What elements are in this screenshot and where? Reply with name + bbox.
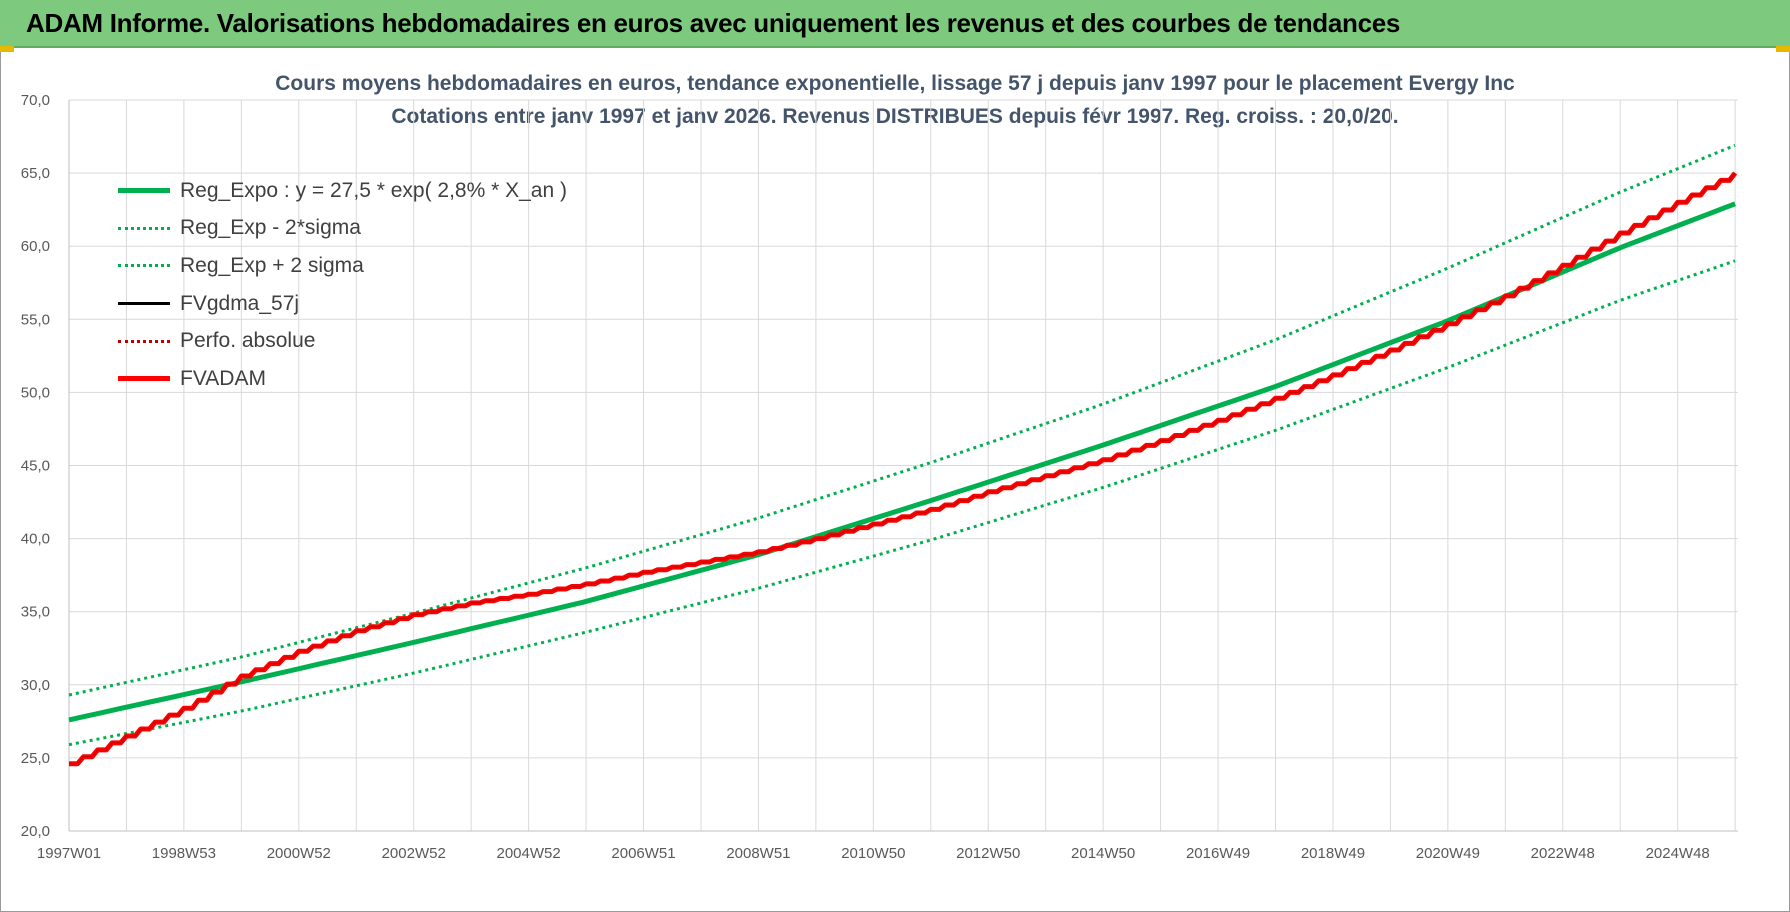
x-tick-label: 2008W51: [726, 845, 790, 862]
series-line: [68, 259, 1736, 747]
y-tick-label: 70,0: [21, 92, 50, 109]
y-tick-label: 40,0: [21, 531, 50, 548]
y-tick-label: 30,0: [21, 677, 50, 694]
legend-label: FVgdma_57j: [180, 291, 300, 315]
page-title: ADAM Informe. Valorisations hebdomadaire…: [26, 8, 1401, 38]
x-tick-label: 2004W52: [497, 845, 561, 862]
header-banner: ADAM Informe. Valorisations hebdomadaire…: [0, 0, 1790, 48]
y-tick-label: 50,0: [21, 384, 50, 401]
legend-swatch: [118, 376, 170, 382]
legend-swatch: [118, 302, 170, 306]
x-tick-label: 2014W50: [1071, 845, 1135, 862]
x-tick-label: 2002W52: [382, 845, 446, 862]
x-tick-label: 2012W50: [956, 845, 1020, 862]
legend-swatch: [118, 226, 170, 230]
x-tick-label: 1998W53: [152, 845, 216, 862]
corner-marker-right: [1776, 46, 1790, 52]
legend-label: FVADAM: [180, 366, 266, 390]
legend-item: FVADAM: [118, 360, 567, 398]
y-tick-label: 60,0: [21, 238, 50, 255]
legend-item: FVgdma_57j: [118, 285, 567, 323]
x-tick-label: 2018W49: [1301, 845, 1365, 862]
chart-title: Cours moyens hebdomadaires en euros, ten…: [275, 72, 1515, 95]
series-line: [68, 143, 1736, 697]
legend-label: Reg_Expo : y = 27,5 * exp( 2,8% * X_an ): [180, 178, 567, 202]
legend-item: Reg_Exp - 2*sigma: [118, 210, 567, 248]
legend-item: Reg_Exp + 2 sigma: [118, 247, 567, 285]
x-tick-label: 2006W51: [611, 845, 675, 862]
legend-label: Perfo. absolue: [180, 329, 316, 353]
y-tick-label: 35,0: [21, 604, 50, 621]
x-tick-label: 2020W49: [1416, 845, 1480, 862]
x-tick-label: 2024W48: [1646, 845, 1710, 862]
legend-item: Perfo. absolue: [118, 322, 567, 360]
legend-swatch: [118, 188, 170, 194]
y-tick-label: 55,0: [21, 311, 50, 328]
y-tick-label: 25,0: [21, 750, 50, 767]
series-line-edge: [69, 172, 1736, 765]
corner-marker-left: [0, 46, 14, 52]
legend-swatch: [118, 264, 170, 268]
x-tick-label: 2022W48: [1531, 845, 1595, 862]
y-tick-label: 20,0: [21, 823, 50, 840]
series-line: [68, 201, 1736, 723]
y-tick-label: 65,0: [21, 165, 50, 182]
x-tick-label: 2016W49: [1186, 845, 1250, 862]
legend-swatch: [118, 339, 170, 343]
x-tick-label: 1997W01: [37, 845, 101, 862]
y-tick-label: 45,0: [21, 458, 50, 475]
x-tick-label: 2000W52: [267, 845, 331, 862]
legend-label: Reg_Exp + 2 sigma: [180, 253, 364, 277]
x-tick-label: 2010W50: [841, 845, 905, 862]
chart-legend: Reg_Expo : y = 27,5 * exp( 2,8% * X_an )…: [118, 172, 567, 398]
legend-item: Reg_Expo : y = 27,5 * exp( 2,8% * X_an ): [118, 172, 567, 210]
legend-label: Reg_Exp - 2*sigma: [180, 216, 361, 240]
